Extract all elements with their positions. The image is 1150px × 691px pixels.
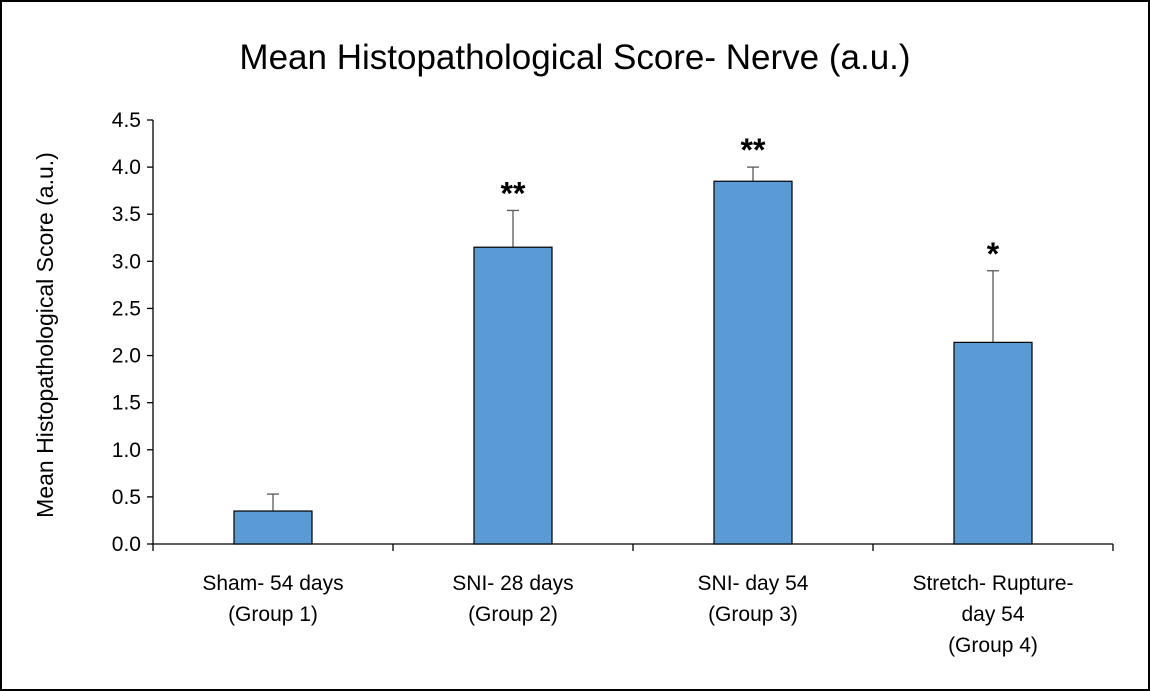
- y-tick-label: 3.0: [112, 250, 141, 273]
- x-category-label: day 54: [961, 603, 1024, 626]
- y-tick-label: 0.5: [112, 486, 141, 509]
- bar: [713, 180, 793, 545]
- x-category-label: (Group 4): [948, 634, 1038, 657]
- bar: [953, 341, 1033, 545]
- significance-marker: **: [501, 175, 526, 211]
- y-tick-label: 1.5: [112, 392, 141, 415]
- plot-area: 0.0 0.5 1.0 1.5 2.0 2.5 3.0 3.5 4.0 4.5 Sham- 54 d…: [112, 109, 1114, 657]
- y-tick-label: 2.5: [112, 297, 141, 320]
- x-category-label: SNI- 28 days: [452, 572, 573, 595]
- y-tick-label: 1.0: [112, 439, 141, 462]
- y-tick-label: 3.5: [112, 203, 141, 226]
- chart-title: Mean Histopathological Score- Nerve (a.u…: [239, 38, 910, 77]
- y-tick-label: 2.0: [112, 345, 141, 368]
- x-category-label: (Group 1): [228, 603, 318, 626]
- significance-marker: **: [741, 132, 766, 168]
- bar: [473, 246, 553, 545]
- x-category-label: Sham- 54 days: [202, 572, 343, 595]
- x-category-label: SNI- day 54: [698, 572, 809, 595]
- y-tick-label: 4.5: [112, 109, 141, 132]
- bar: [233, 510, 313, 545]
- y-tick-label: 4.0: [112, 156, 141, 179]
- significance-marker: *: [987, 236, 1000, 272]
- x-category-label: (Group 3): [708, 603, 798, 626]
- y-axis-title: Mean Histopathological Score (a.u.): [32, 152, 58, 518]
- x-category-label: Stretch- Rupture-: [912, 572, 1073, 595]
- x-category-label: (Group 2): [468, 603, 558, 626]
- y-tick-label: 0.0: [112, 533, 141, 556]
